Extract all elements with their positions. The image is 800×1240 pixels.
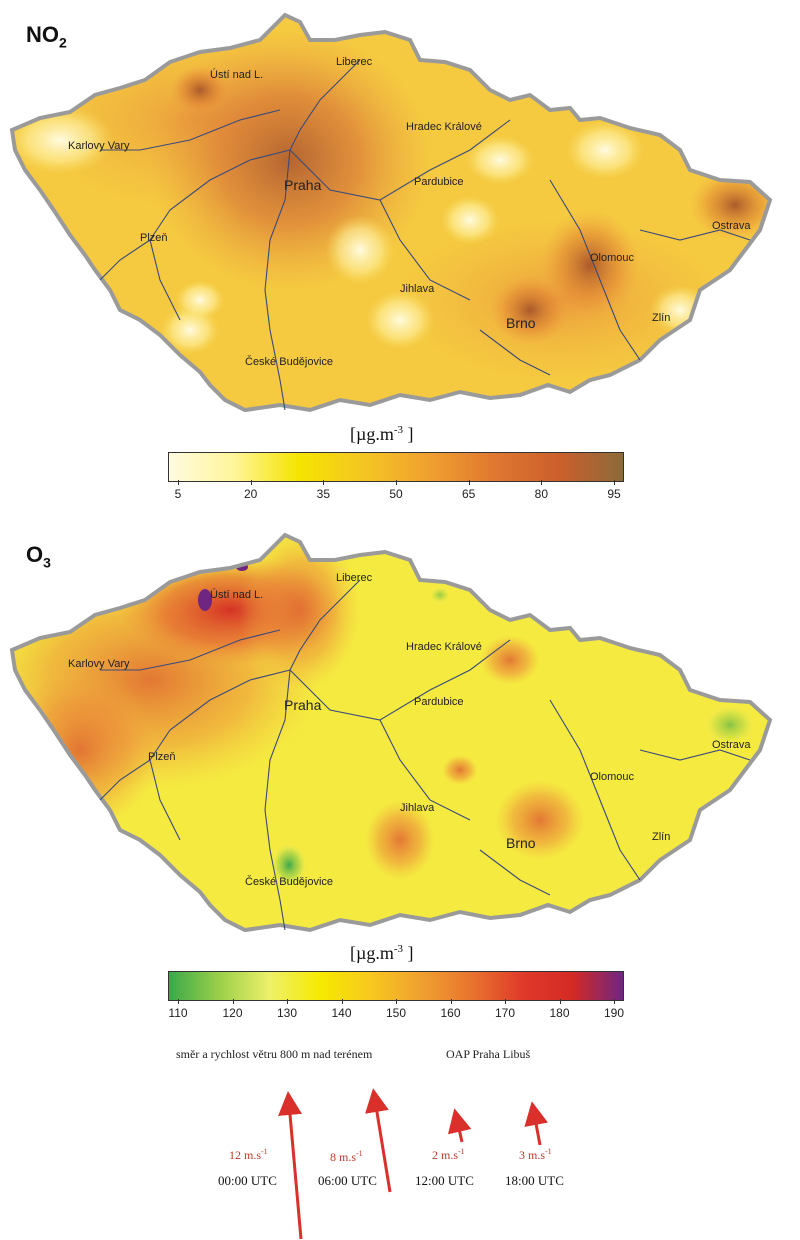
legend-tick-label: 190: [603, 1006, 625, 1020]
legend-tick-label: 150: [385, 1006, 407, 1020]
city-label-olomouc: Olomouc: [590, 252, 635, 264]
o3-rivers: [99, 579, 751, 931]
wind-arrow-0000: [278, 1091, 303, 1240]
legend-tick-label: 80: [534, 487, 549, 501]
legend-tick-mark: [178, 480, 179, 485]
legend-tick-mark: [396, 999, 397, 1004]
wind-arrow-1800: [524, 1101, 549, 1146]
city-label-brno: Brno: [506, 315, 536, 331]
station-label: OAP Praha Libuš: [446, 1047, 531, 1061]
no2-unit: [µg.m-3 ]: [350, 424, 414, 444]
legend-tick-mark: [450, 999, 452, 1004]
legend-tick-label: 130: [276, 1006, 298, 1020]
legend-tick-mark: [232, 999, 234, 1004]
city-label-usti: Ústí nad L.: [210, 69, 264, 81]
city-label-zlin: Zlín: [652, 831, 671, 843]
wind-caption: směr a rychlost větru 800 m nad terénem: [176, 1047, 373, 1061]
legend-tick-mark: [396, 480, 397, 485]
legend-tick-label: 35: [316, 487, 331, 501]
city-label-jihlava: Jihlava: [400, 283, 435, 295]
o3-title: O3: [26, 542, 51, 571]
city-label-praha: Praha: [284, 697, 322, 713]
legend-tick-mark: [178, 999, 179, 1004]
legend-tick-mark: [614, 480, 615, 485]
legend-tick-mark: [341, 999, 343, 1004]
city-label-ostrava: Ostrava: [712, 739, 751, 751]
city-label-pardubice: Pardubice: [414, 176, 464, 188]
o3-panel: O3 Liberec Ústí nad L. Karlovy Vary Hrad…: [0, 520, 800, 1240]
legend-tick-label: 170: [494, 1006, 516, 1020]
city-label-olomouc: Olomouc: [590, 771, 635, 783]
legend-tick-label: 50: [389, 487, 403, 501]
wind-arrow-0600: [365, 1088, 392, 1193]
city-label-plzen: Plzeň: [140, 232, 168, 244]
city-label-brno: Brno: [506, 835, 536, 851]
o3-unit: [µg.m-3 ]: [350, 943, 414, 963]
wind-time-0600: 06:00 UTC: [318, 1173, 377, 1188]
legend-tick-label: 95: [607, 487, 621, 501]
legend-tick-label: 5: [174, 487, 182, 501]
city-label-karlovy-vary: Karlovy Vary: [68, 658, 130, 670]
wind-speed-0000: 12 m.s-1: [229, 1147, 268, 1162]
wind-speed-1800: 3 m.s-1: [519, 1147, 552, 1162]
wind-speed-0600: 8 m.s-1: [330, 1149, 363, 1164]
city-label-usti: Ústí nad L.: [210, 589, 264, 601]
city-label-hradec: Hradec Králové: [406, 641, 482, 653]
wind-time-1800: 18:00 UTC: [505, 1173, 564, 1188]
city-label-ostrava: Ostrava: [712, 220, 751, 232]
city-label-liberec: Liberec: [336, 572, 373, 584]
city-label-liberec: Liberec: [336, 56, 373, 68]
city-label-ceske-budejovice: České Budějovice: [245, 356, 334, 368]
city-label-jihlava: Jihlava: [400, 802, 435, 814]
wind-speed-1200: 2 m.s-1: [432, 1147, 465, 1162]
city-label-plzen: Plzeň: [148, 751, 176, 763]
legend-tick-mark: [323, 480, 325, 485]
city-label-zlin: Zlín: [652, 312, 671, 324]
city-label-hradec: Hradec Králové: [406, 121, 482, 133]
legend-tick-mark: [559, 999, 561, 1004]
o3-legend-bar: [168, 971, 624, 1001]
legend-tick-mark: [287, 999, 288, 1004]
legend-tick-mark: [505, 999, 506, 1004]
wind-arrow-1200: [447, 1108, 472, 1143]
city-label-pardubice: Pardubice: [414, 696, 464, 708]
legend-tick-label: 160: [440, 1006, 461, 1020]
no2-panel: NO2 Liberec Ústí nad L. Karlovy Vary Hra…: [0, 0, 800, 520]
legend-tick-mark: [250, 480, 252, 485]
legend-tick-label: 140: [331, 1006, 352, 1020]
no2-legend-bar: [168, 452, 624, 482]
legend-tick-mark: [468, 480, 470, 485]
city-label-karlovy-vary: Karlovy Vary: [68, 140, 130, 152]
wind-time-1200: 12:00 UTC: [415, 1173, 474, 1188]
no2-title: NO2: [26, 22, 67, 51]
legend-tick-mark: [614, 999, 615, 1004]
legend-tick-label: 180: [549, 1006, 570, 1020]
legend-tick-label: 110: [168, 1006, 188, 1020]
legend-tick-label: 20: [243, 487, 258, 501]
no2-rivers: [99, 59, 751, 411]
city-label-praha: Praha: [284, 177, 322, 193]
o3-map: [9, 532, 773, 933]
legend-tick-label: 65: [461, 487, 476, 501]
legend-tick-mark: [541, 480, 543, 485]
no2-map: [9, 12, 773, 413]
city-label-ceske-budejovice: České Budějovice: [245, 876, 334, 888]
legend-tick-label: 120: [222, 1006, 243, 1020]
wind-time-0000: 00:00 UTC: [218, 1173, 277, 1188]
